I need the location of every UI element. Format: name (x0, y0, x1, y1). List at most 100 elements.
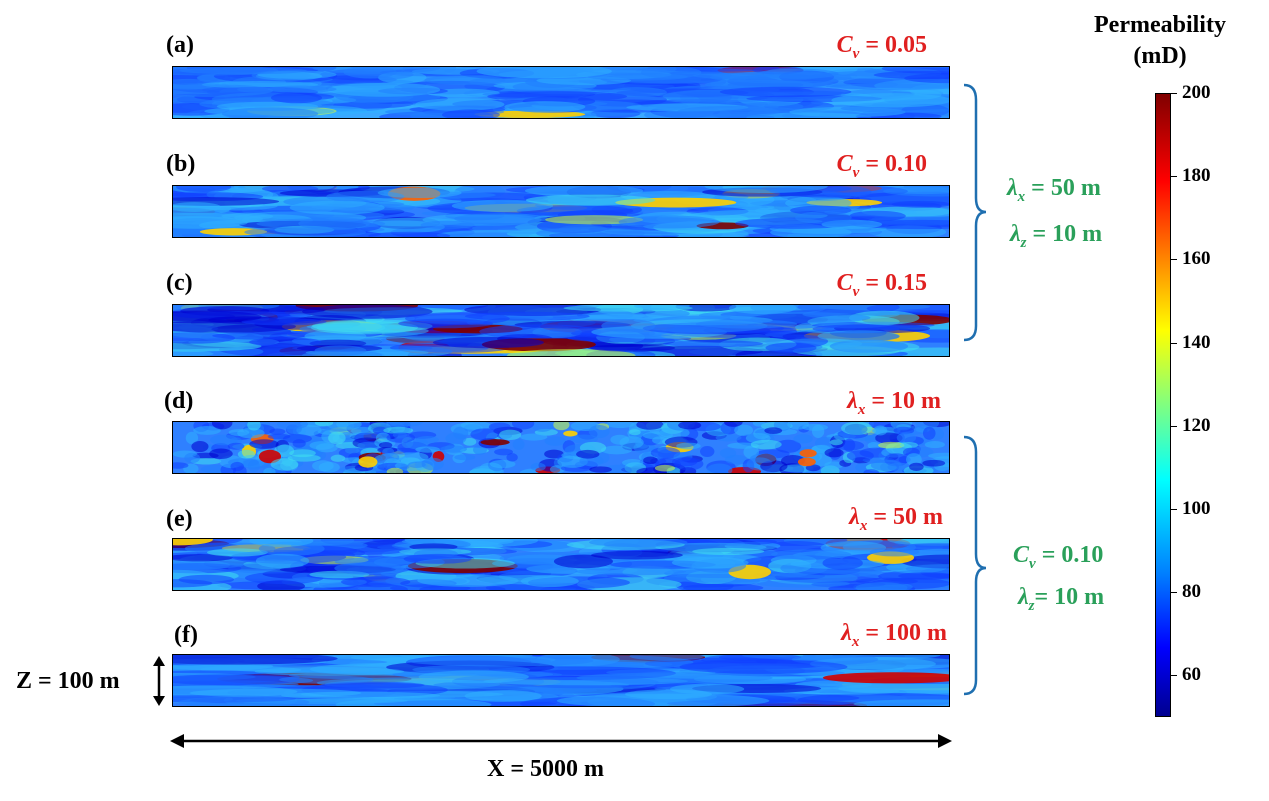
field-patch (424, 75, 506, 85)
field-patch (176, 186, 232, 193)
field-patch (421, 457, 444, 471)
field-patch (221, 107, 319, 118)
field-patch (544, 436, 567, 446)
field-patch (605, 422, 635, 428)
field-patch (330, 454, 346, 462)
field-patch (590, 344, 676, 352)
panel-param: λx = 50 m (849, 504, 943, 534)
field-patch (915, 422, 940, 430)
field-patch (706, 463, 733, 473)
field-patch (408, 461, 426, 468)
field-patch (436, 230, 554, 237)
field-patch (618, 215, 720, 229)
field-patch (588, 424, 610, 439)
field-patch (734, 424, 754, 436)
field-patch (822, 672, 949, 684)
colorbar-tick-label: 140 (1182, 331, 1211, 353)
permeability-field-a (172, 66, 950, 119)
field-patch (682, 583, 764, 590)
field-patch (179, 67, 308, 75)
field-patch (536, 227, 645, 237)
field-patch (846, 450, 874, 462)
field-patch (504, 101, 586, 113)
field-patch (757, 579, 850, 588)
field-patch (795, 211, 852, 225)
field-patch (928, 452, 949, 459)
field-patch (479, 324, 602, 339)
group1-line1: λx = 50 m (1007, 175, 1101, 205)
panel-label: (e) (166, 506, 193, 532)
field-patch (715, 434, 742, 442)
field-patch (899, 442, 918, 449)
colorbar-tick-label: 160 (1182, 248, 1211, 270)
field-patch (760, 460, 788, 473)
field-patch (520, 575, 579, 588)
field-patch (849, 310, 920, 325)
field-patch (506, 453, 518, 462)
field-patch (488, 422, 511, 431)
permeability-field-b (172, 185, 950, 238)
field-patch (377, 187, 462, 199)
field-patch (173, 554, 233, 562)
field-patch (173, 332, 236, 344)
field-patch (378, 442, 393, 449)
field-patch (211, 422, 233, 430)
field-patch (254, 667, 405, 676)
field-patch (184, 452, 201, 464)
field-patch (460, 422, 491, 430)
colorbar-tick-label: 80 (1182, 581, 1201, 603)
field-patch (269, 428, 286, 435)
z-dimension-label: Z = 100 m (16, 668, 120, 694)
field-patch (494, 448, 514, 456)
field-patch (829, 339, 909, 353)
field-patch (719, 86, 852, 98)
field-patch (601, 319, 656, 333)
field-patch (675, 305, 737, 312)
colorbar-tick-label: 100 (1182, 498, 1211, 519)
field-patch (662, 340, 763, 348)
field-patch (900, 207, 949, 217)
field-patch (417, 574, 519, 587)
field-patch (451, 199, 554, 212)
field-patch (292, 439, 306, 448)
field-patch (178, 696, 310, 706)
field-patch (418, 670, 529, 684)
field-patch (764, 427, 783, 435)
field-patch (883, 186, 949, 197)
field-patch (407, 655, 594, 667)
panel-label: (b) (166, 151, 196, 177)
field-patch (279, 675, 374, 684)
field-patch (924, 441, 945, 449)
field-patch (298, 216, 371, 231)
colorbar-title: Permeability (mD) (1075, 10, 1245, 72)
colorbar-tick-mark (1171, 93, 1177, 94)
field-patch (576, 672, 773, 684)
field-patch (881, 67, 949, 74)
field-patch (841, 422, 873, 435)
panel-label: (c) (166, 270, 193, 296)
field-patch (445, 432, 467, 445)
field-patch (315, 443, 338, 453)
field-patch (557, 455, 588, 468)
field-patch (221, 212, 274, 220)
field-patch (695, 319, 798, 329)
field-patch (358, 456, 378, 468)
field-patch (416, 435, 440, 444)
field-patch (556, 693, 770, 706)
field-patch (237, 427, 265, 439)
field-patch (718, 655, 802, 661)
field-patch (507, 348, 636, 356)
field-patch (249, 337, 322, 347)
panel-param: λx = 100 m (841, 620, 947, 650)
field-patch (628, 429, 641, 436)
field-patch (267, 85, 337, 93)
field-patch (553, 554, 613, 569)
field-patch (173, 561, 244, 570)
panel-param: Cv = 0.05 (836, 32, 927, 62)
field-patch (793, 434, 813, 444)
field-patch (799, 449, 817, 458)
field-patch (692, 547, 765, 555)
field-patch (549, 465, 566, 473)
field-patch (750, 453, 777, 463)
field-patch (849, 210, 906, 222)
